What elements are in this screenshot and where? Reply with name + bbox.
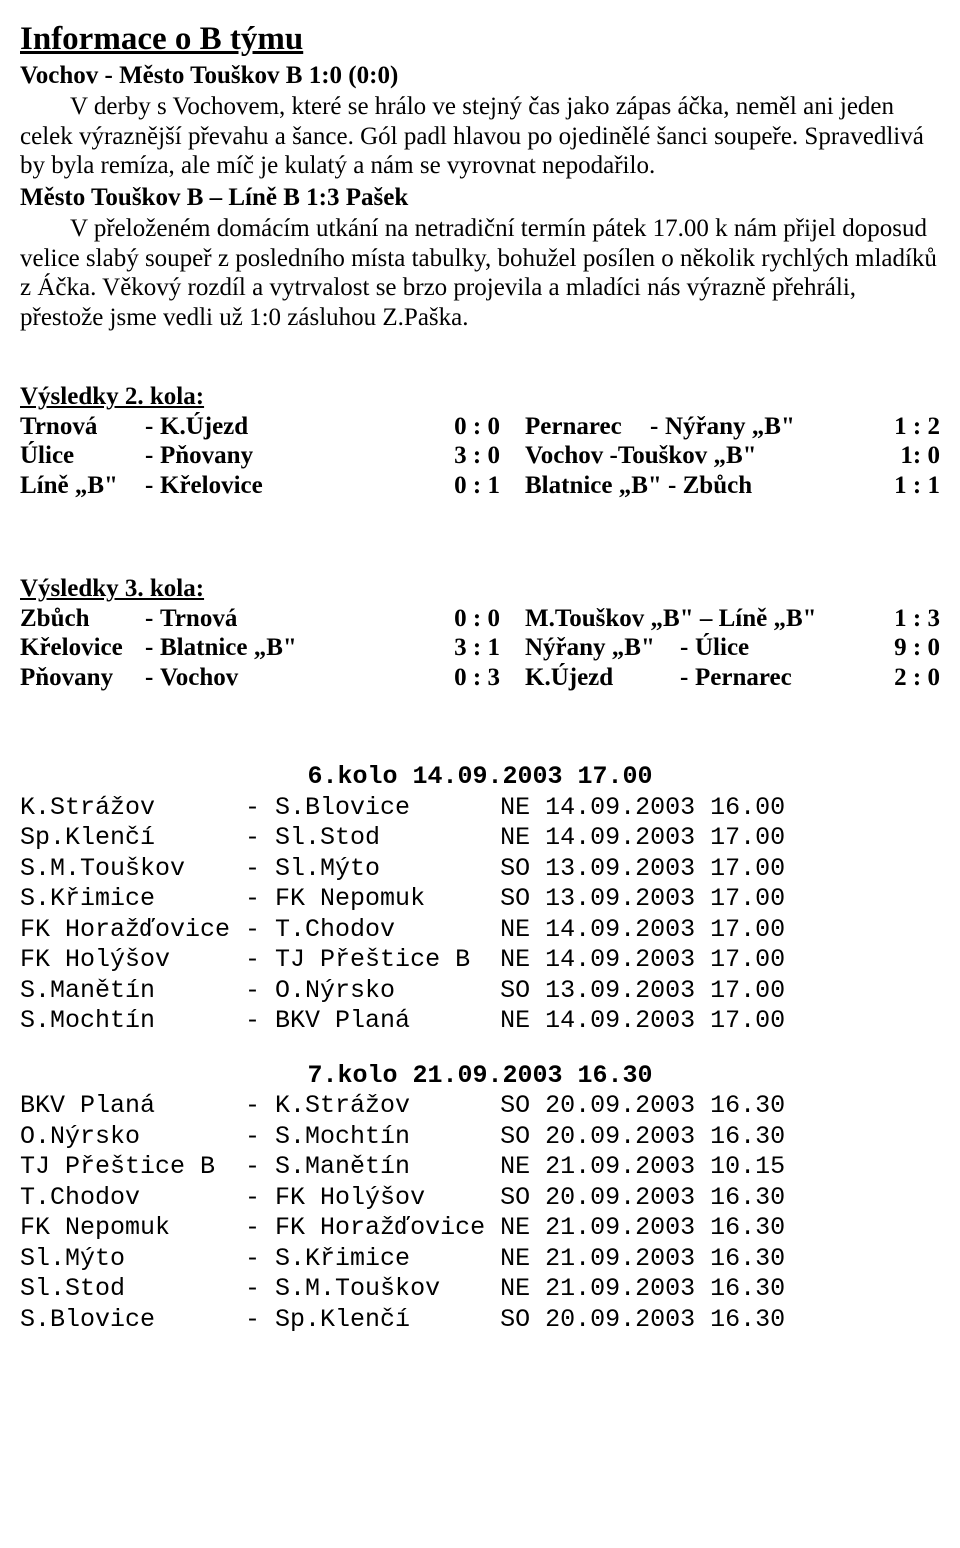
- score: 1 : 3: [882, 604, 940, 634]
- round3-label: Výsledky 3. kola:: [20, 574, 940, 604]
- table-row: Křelovice - Blatnice „B" 3 : 1: [20, 633, 500, 663]
- table-row: Líně „B" - Křelovice 0 : 1: [20, 471, 500, 501]
- fixtures7-row: T.Chodov - FK Holýšov SO 20.09.2003 16.3…: [20, 1183, 940, 1214]
- page-title: Informace o B týmu: [20, 20, 940, 59]
- round2-label: Výsledky 2. kola:: [20, 382, 940, 412]
- table-row: K.Újezd - Pernarec 2 : 0: [525, 663, 940, 693]
- table-row: Pňovany - Vochov 0 : 3: [20, 663, 500, 693]
- score: 3 : 0: [442, 441, 500, 471]
- team-combined: Blatnice „B" - Zbůch: [525, 471, 882, 501]
- dash: -: [145, 441, 160, 471]
- fixtures6-row: FK Holýšov - TJ Přeštice B NE 14.09.2003…: [20, 945, 940, 976]
- dash: -: [145, 633, 160, 663]
- fixtures6-row: S.Manětín - O.Nýrsko SO 13.09.2003 17.00: [20, 976, 940, 1007]
- table-row: M.Touškov „B" – Líně „B" 1 : 3: [525, 604, 940, 634]
- match1-title: Vochov - Město Touškov B 1:0 (0:0): [20, 61, 940, 91]
- table-row: Trnová - K.Újezd 0 : 0: [20, 412, 500, 442]
- score: 9 : 0: [882, 633, 940, 663]
- score: 1: 0: [882, 441, 940, 471]
- team2: Trnová: [160, 604, 442, 634]
- team1: Zbůch: [20, 604, 145, 634]
- fixtures7-row: FK Nepomuk - FK Horažďovice NE 21.09.200…: [20, 1213, 940, 1244]
- team1: Trnová: [20, 412, 145, 442]
- team2: Blatnice „B": [160, 633, 442, 663]
- dash: -: [145, 412, 160, 442]
- fixtures6-row: K.Strážov - S.Blovice NE 14.09.2003 16.0…: [20, 793, 940, 824]
- score: 0 : 3: [442, 663, 500, 693]
- dash: -: [680, 663, 695, 693]
- fixtures6-row: S.Křimice - FK Nepomuk SO 13.09.2003 17.…: [20, 884, 940, 915]
- score: 0 : 0: [442, 604, 500, 634]
- fixtures6-row: S.M.Touškov - Sl.Mýto SO 13.09.2003 17.0…: [20, 854, 940, 885]
- score: 1 : 2: [882, 412, 940, 442]
- fixtures7-header: 7.kolo 21.09.2003 16.30: [20, 1061, 940, 1092]
- table-row: Vochov -Touškov „B" 1: 0: [525, 441, 940, 471]
- score: 0 : 1: [442, 471, 500, 501]
- table-row: Blatnice „B" - Zbůch 1 : 1: [525, 471, 940, 501]
- fixtures6-row: FK Horažďovice - T.Chodov NE 14.09.2003 …: [20, 915, 940, 946]
- dash: -: [650, 412, 665, 442]
- table-row: Zbůch - Trnová 0 : 0: [20, 604, 500, 634]
- table-row: Nýřany „B" - Úlice 9 : 0: [525, 633, 940, 663]
- fixtures7-row: TJ Přeštice B - S.Manětín NE 21.09.2003 …: [20, 1152, 940, 1183]
- fixtures7-row: S.Blovice - Sp.Klenčí SO 20.09.2003 16.3…: [20, 1305, 940, 1336]
- team2: Křelovice: [160, 471, 442, 501]
- fixtures6-header: 6.kolo 14.09.2003 17.00: [20, 762, 940, 793]
- fixtures7-row: O.Nýrsko - S.Mochtín SO 20.09.2003 16.30: [20, 1122, 940, 1153]
- dash: -: [680, 633, 695, 663]
- score: 1 : 1: [882, 471, 940, 501]
- dash: -: [145, 604, 160, 634]
- score: 0 : 0: [442, 412, 500, 442]
- match2-text: V přeloženém domácím utkání na netradičn…: [20, 214, 940, 332]
- match1-text: V derby s Vochovem, které se hrálo ve st…: [20, 92, 940, 181]
- table-row: Úlice - Pňovany 3 : 0: [20, 441, 500, 471]
- fixtures7-row: Sl.Mýto - S.Křimice NE 21.09.2003 16.30: [20, 1244, 940, 1275]
- team1: Křelovice: [20, 633, 145, 663]
- team1: Líně „B": [20, 471, 145, 501]
- team-combined: Vochov -Touškov „B": [525, 441, 882, 471]
- team1: K.Újezd: [525, 663, 680, 693]
- team2: K.Újezd: [160, 412, 442, 442]
- dash: -: [145, 663, 160, 693]
- team2: Nýřany „B": [665, 412, 882, 442]
- score: 2 : 0: [882, 663, 940, 693]
- team2: Pernarec: [695, 663, 882, 693]
- team1: Pňovany: [20, 663, 145, 693]
- team-combined: M.Touškov „B" – Líně „B": [525, 604, 882, 634]
- team2: Úlice: [695, 633, 882, 663]
- dash: -: [145, 471, 160, 501]
- match2-title: Město Touškov B – Líně B 1:3 Pašek: [20, 183, 940, 213]
- score: 3 : 1: [442, 633, 500, 663]
- fixtures6-row: Sp.Klenčí - Sl.Stod NE 14.09.2003 17.00: [20, 823, 940, 854]
- team1: Pernarec: [525, 412, 650, 442]
- team2: Pňovany: [160, 441, 442, 471]
- team2: Vochov: [160, 663, 442, 693]
- fixtures7-row: BKV Planá - K.Strážov SO 20.09.2003 16.3…: [20, 1091, 940, 1122]
- team1: Nýřany „B": [525, 633, 680, 663]
- fixtures7-row: Sl.Stod - S.M.Touškov NE 21.09.2003 16.3…: [20, 1274, 940, 1305]
- team1: Úlice: [20, 441, 145, 471]
- table-row: Pernarec - Nýřany „B" 1 : 2: [525, 412, 940, 442]
- fixtures6-row: S.Mochtín - BKV Planá NE 14.09.2003 17.0…: [20, 1006, 940, 1037]
